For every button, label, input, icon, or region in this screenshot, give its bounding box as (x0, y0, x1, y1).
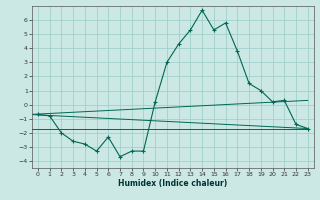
X-axis label: Humidex (Indice chaleur): Humidex (Indice chaleur) (118, 179, 228, 188)
